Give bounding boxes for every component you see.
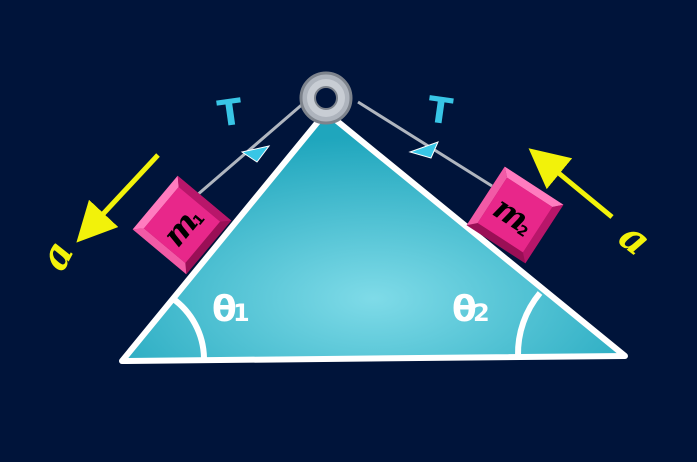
angle-sub-right: 2 bbox=[473, 299, 490, 327]
pulley bbox=[301, 73, 351, 123]
angle-sub-left: 1 bbox=[233, 299, 250, 327]
